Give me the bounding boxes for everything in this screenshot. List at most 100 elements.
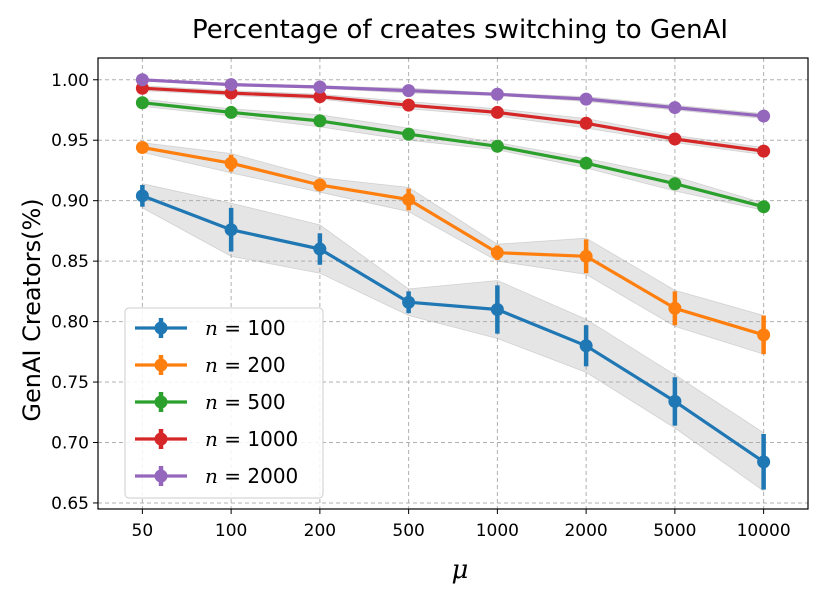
legend-label: n = 100 bbox=[205, 316, 286, 340]
grid-layer bbox=[98, 58, 808, 509]
data-point bbox=[402, 127, 416, 141]
y-tick-label: 1.00 bbox=[51, 71, 89, 91]
x-tick-label: 1000 bbox=[476, 521, 519, 541]
legend-value: 200 bbox=[247, 353, 285, 377]
data-point bbox=[135, 140, 149, 154]
legend-var: n bbox=[205, 353, 218, 377]
series-2 bbox=[135, 140, 771, 355]
data-point bbox=[490, 87, 504, 101]
legend-item-2: n = 200 bbox=[135, 353, 286, 377]
y-tick-label: 0.90 bbox=[51, 192, 89, 212]
x-tick-label: 2000 bbox=[564, 521, 607, 541]
data-point bbox=[579, 116, 593, 130]
data-point bbox=[135, 189, 149, 203]
chart-title: Percentage of creates switching to GenAI bbox=[192, 15, 728, 45]
legend-label: n = 1000 bbox=[205, 427, 298, 451]
data-point bbox=[224, 223, 238, 237]
legend-eq: = bbox=[218, 353, 247, 377]
data-point bbox=[313, 90, 327, 104]
x-tick-label: 5000 bbox=[653, 521, 696, 541]
legend-value: 100 bbox=[247, 316, 285, 340]
series-line bbox=[142, 101, 765, 209]
legend-value: 500 bbox=[247, 390, 285, 414]
y-axis-label: GenAI Creators(%) bbox=[18, 198, 46, 421]
legend-label: n = 500 bbox=[205, 390, 286, 414]
series-3 bbox=[135, 96, 771, 214]
data-point bbox=[668, 132, 682, 146]
data-point bbox=[313, 114, 327, 128]
error-band-1 bbox=[141, 183, 764, 492]
legend-box bbox=[124, 307, 324, 499]
legend-swatch-marker bbox=[154, 469, 168, 483]
series-layer bbox=[135, 73, 771, 490]
legend-value: 2000 bbox=[247, 464, 298, 488]
data-point bbox=[224, 105, 238, 119]
legend-label: n = 200 bbox=[205, 353, 286, 377]
data-point bbox=[313, 178, 327, 192]
y-tick-label: 0.95 bbox=[51, 131, 89, 151]
y-tick-label: 0.75 bbox=[51, 373, 89, 393]
data-point bbox=[757, 455, 771, 469]
data-point bbox=[490, 302, 504, 316]
legend-var: n bbox=[205, 316, 218, 340]
legend-eq: = bbox=[218, 427, 247, 451]
y-tick-label: 0.85 bbox=[51, 252, 89, 272]
data-point bbox=[757, 109, 771, 123]
legend-eq: = bbox=[218, 390, 247, 414]
data-point bbox=[224, 156, 238, 170]
legend-swatch-marker bbox=[154, 432, 168, 446]
data-point bbox=[490, 105, 504, 119]
data-point bbox=[668, 101, 682, 115]
data-point bbox=[402, 192, 416, 206]
data-point bbox=[224, 78, 238, 92]
series-1 bbox=[135, 184, 771, 490]
x-axis-label: μ bbox=[452, 555, 469, 585]
y-tick-label: 0.65 bbox=[51, 494, 89, 514]
plot-frame bbox=[97, 57, 809, 510]
legend-item-1: n = 100 bbox=[135, 316, 286, 340]
data-point bbox=[313, 80, 327, 94]
data-point bbox=[402, 84, 416, 98]
y-tick-label: 0.70 bbox=[51, 433, 89, 453]
series-line bbox=[142, 86, 764, 153]
y-tick-label: 0.80 bbox=[51, 313, 89, 333]
data-point bbox=[313, 242, 327, 256]
series-line bbox=[142, 78, 764, 118]
legend-label: n = 2000 bbox=[205, 464, 298, 488]
tick-layer: 50 100 200 500 1000 2000 5000 10000 0.65 0.70 0.75… bbox=[51, 71, 791, 541]
data-point bbox=[579, 249, 593, 263]
data-point bbox=[490, 139, 504, 153]
data-point bbox=[668, 301, 682, 315]
data-point bbox=[490, 246, 504, 260]
legend-item-4: n = 1000 bbox=[135, 427, 298, 451]
x-tick-label: 500 bbox=[392, 521, 424, 541]
series-line bbox=[141, 194, 765, 464]
legend-swatch-marker bbox=[154, 358, 168, 372]
x-tick-label: 200 bbox=[304, 521, 336, 541]
data-point bbox=[135, 73, 149, 87]
legend-item-5: n = 2000 bbox=[135, 464, 298, 488]
legend-eq: = bbox=[218, 316, 247, 340]
data-point bbox=[757, 200, 771, 214]
x-tick-label: 10000 bbox=[737, 521, 791, 541]
data-point bbox=[135, 96, 149, 110]
data-point bbox=[757, 144, 771, 158]
legend-value: 1000 bbox=[247, 427, 298, 451]
series-5 bbox=[135, 73, 771, 123]
legend-eq: = bbox=[218, 464, 247, 488]
data-point bbox=[402, 98, 416, 112]
data-point bbox=[402, 295, 416, 309]
legend-item-3: n = 500 bbox=[135, 390, 286, 414]
data-point bbox=[579, 339, 593, 353]
legend-swatch-marker bbox=[154, 395, 168, 409]
data-point bbox=[579, 92, 593, 106]
legend-var: n bbox=[205, 464, 218, 488]
data-point bbox=[668, 177, 682, 191]
series-4 bbox=[135, 81, 771, 158]
x-tick-label: 100 bbox=[215, 521, 247, 541]
data-point bbox=[757, 328, 771, 342]
data-point bbox=[579, 156, 593, 170]
series-line bbox=[142, 145, 765, 337]
